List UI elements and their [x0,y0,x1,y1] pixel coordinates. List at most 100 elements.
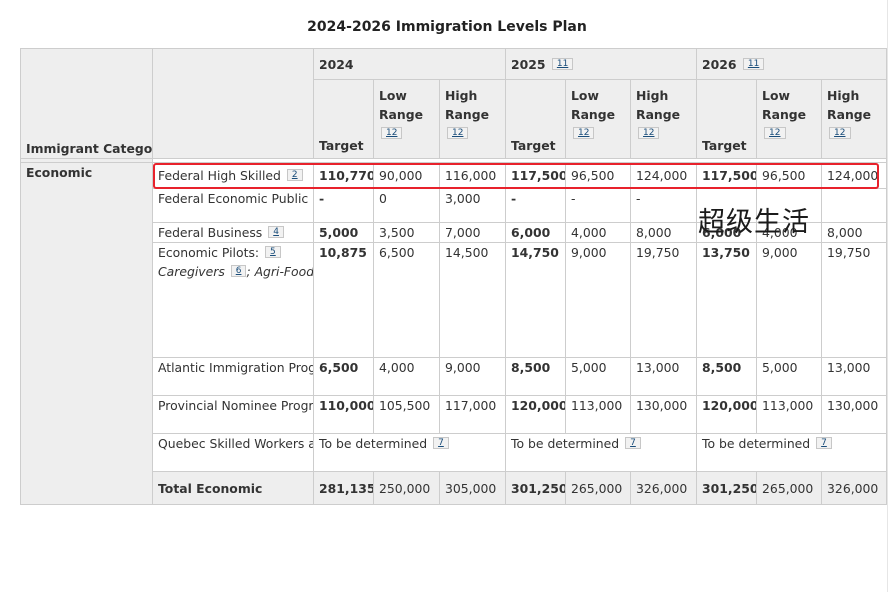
target-header: Target [696,79,758,159]
tbd-cell: To be determined 7 [696,433,888,472]
value-cell: 113,000 [756,395,823,434]
value-cell: 9,000 [756,242,823,358]
year-header-2024: 2024 [312,48,507,80]
tbd-text: To be determined [511,436,620,451]
value-cell: 117,500 [505,162,567,189]
value-cell: - [565,188,632,223]
program-name-cell: Quebec Skilled Workers and Business 7 [152,433,314,472]
total-value-cell: 301,250 [696,471,758,505]
value-cell: 5,000 [756,357,823,396]
value-cell: 6,500 [373,242,440,358]
footnote-link[interactable]: 7 [433,437,449,449]
footnote-link[interactable]: 7 [625,437,641,449]
value-cell: 0 [373,188,440,223]
immigration-levels-table: Immigrant Category 2024 2025 11 2026 11 … [20,48,888,505]
footnote-link[interactable]: 6 [230,265,247,277]
value-cell: - [630,188,698,223]
value-cell: 110,770 [313,162,374,189]
table-row: Economic Pilots: 5 Caregivers 6; Agri-Foo… [21,242,888,358]
program-name-cell: Federal Business 4 [152,222,314,243]
table-row: Federal Business 4 5,000 3,500 7,000 6,000 4,… [21,222,888,243]
value-cell: 8,000 [630,222,698,243]
value-cell: 130,000 [630,395,698,434]
program-header [152,48,314,159]
program-name: Federal Economic Public Policies [158,191,313,206]
value-cell: 9,000 [438,357,507,396]
value-cell: 124,000 [821,162,888,189]
footnote-link[interactable]: 5 [265,246,281,258]
footnote-link[interactable]: 12 [829,127,851,139]
value-cell: - [313,188,374,223]
value-cell: 8,000 [821,222,888,243]
program-name-cell: Federal Economic Public Policies 3 [152,188,314,223]
footnote-link[interactable]: 12 [381,127,403,139]
value-cell: 10,875 [313,242,374,358]
footnote-link[interactable]: 4 [268,226,284,238]
value-cell: 130,000 [821,395,888,434]
value-cell: 19,750 [630,242,698,358]
total-value-cell: 281,135 [313,471,374,505]
low-range-header: Low Range 12 [565,79,632,159]
tbd-text: To be determined [319,436,428,451]
footnote-link[interactable]: 2 [286,169,303,181]
table-row: Provincial Nominee Program110,000105,500… [21,395,888,434]
program-name: Federal Business [158,225,263,240]
value-cell [756,188,823,223]
low-range-header: Low Range 12 [373,79,440,159]
value-cell: 124,000 [630,162,698,189]
value-cell: 96,500 [756,162,823,189]
value-cell [821,188,888,223]
value-cell: 116,000 [438,162,507,189]
value-cell: 110,000 [313,395,374,434]
high-range-header: High Range 12 [438,79,507,159]
footnote-link[interactable]: 12 [764,127,786,139]
year-header-2026: 2026 11 [696,48,888,80]
total-value-cell: 305,000 [438,471,507,505]
value-cell: 14,500 [438,242,507,358]
footnote-link[interactable]: 12 [573,127,595,139]
program-name-cell: Provincial Nominee Program [152,395,314,434]
pilot-caregivers: Caregivers [158,264,225,279]
tbd-text: To be determined [702,436,811,451]
value-cell: 3,000 [438,188,507,223]
value-cell: 5,000 [565,357,632,396]
value-cell: 19,750 [821,242,888,358]
footnote-link[interactable]: 12 [447,127,469,139]
footnote-link[interactable]: 12 [638,127,660,139]
program-name-cell: Federal High Skilled 2 [152,162,314,189]
value-cell: 120,000 [505,395,567,434]
value-cell: 96,500 [565,162,632,189]
value-cell: 9,000 [565,242,632,358]
value-cell: 4,000 [565,222,632,243]
value-cell: 3,500 [373,222,440,243]
value-cell: 105,500 [373,395,440,434]
program-name: Federal High Skilled [158,168,281,183]
total-value-cell: 326,000 [821,471,888,505]
table-caption: 2024-2026 Immigration Levels Plan [307,19,587,35]
program-name: Provincial Nominee Program [158,398,314,413]
table-row: Economic Federal High Skilled 2 110,770 90,… [20,162,888,505]
footnote-link[interactable]: 11 [551,57,574,70]
value-cell: 117,500 [696,162,758,189]
total-value-cell: 326,000 [630,471,698,505]
total-value-cell: 250,000 [373,471,440,505]
value-cell: - [505,188,567,223]
value-cell: 7,000 [438,222,507,243]
value-cell: 13,750 [696,242,758,358]
value-cell: 13,000 [630,357,698,396]
footnote-link[interactable]: 11 [742,57,765,70]
watermark-text: 超级生活 [698,207,810,238]
pilot-list: ; Agri-Food Pilot; Rural and Northern Im… [246,264,314,279]
immigrant-category-header: Immigrant Category [20,48,153,159]
total-row: Total Economic 281,135 250,000 305,000 301,2… [21,471,888,505]
table-row: Atlantic Immigration Program6,5004,0009,… [21,357,888,396]
value-cell: 6,000 [505,222,567,243]
program-name-cell: Atlantic Immigration Program [152,357,314,396]
value-cell: 117,000 [438,395,507,434]
low-range-header: Low Range 12 [756,79,823,159]
target-header: Target [505,79,567,159]
total-label: Total Economic [152,471,314,505]
footnote-link[interactable]: 7 [816,437,832,449]
table-row: Quebec Skilled Workers and Business 7 To … [21,433,888,472]
category-cell-economic: Economic [20,162,153,505]
